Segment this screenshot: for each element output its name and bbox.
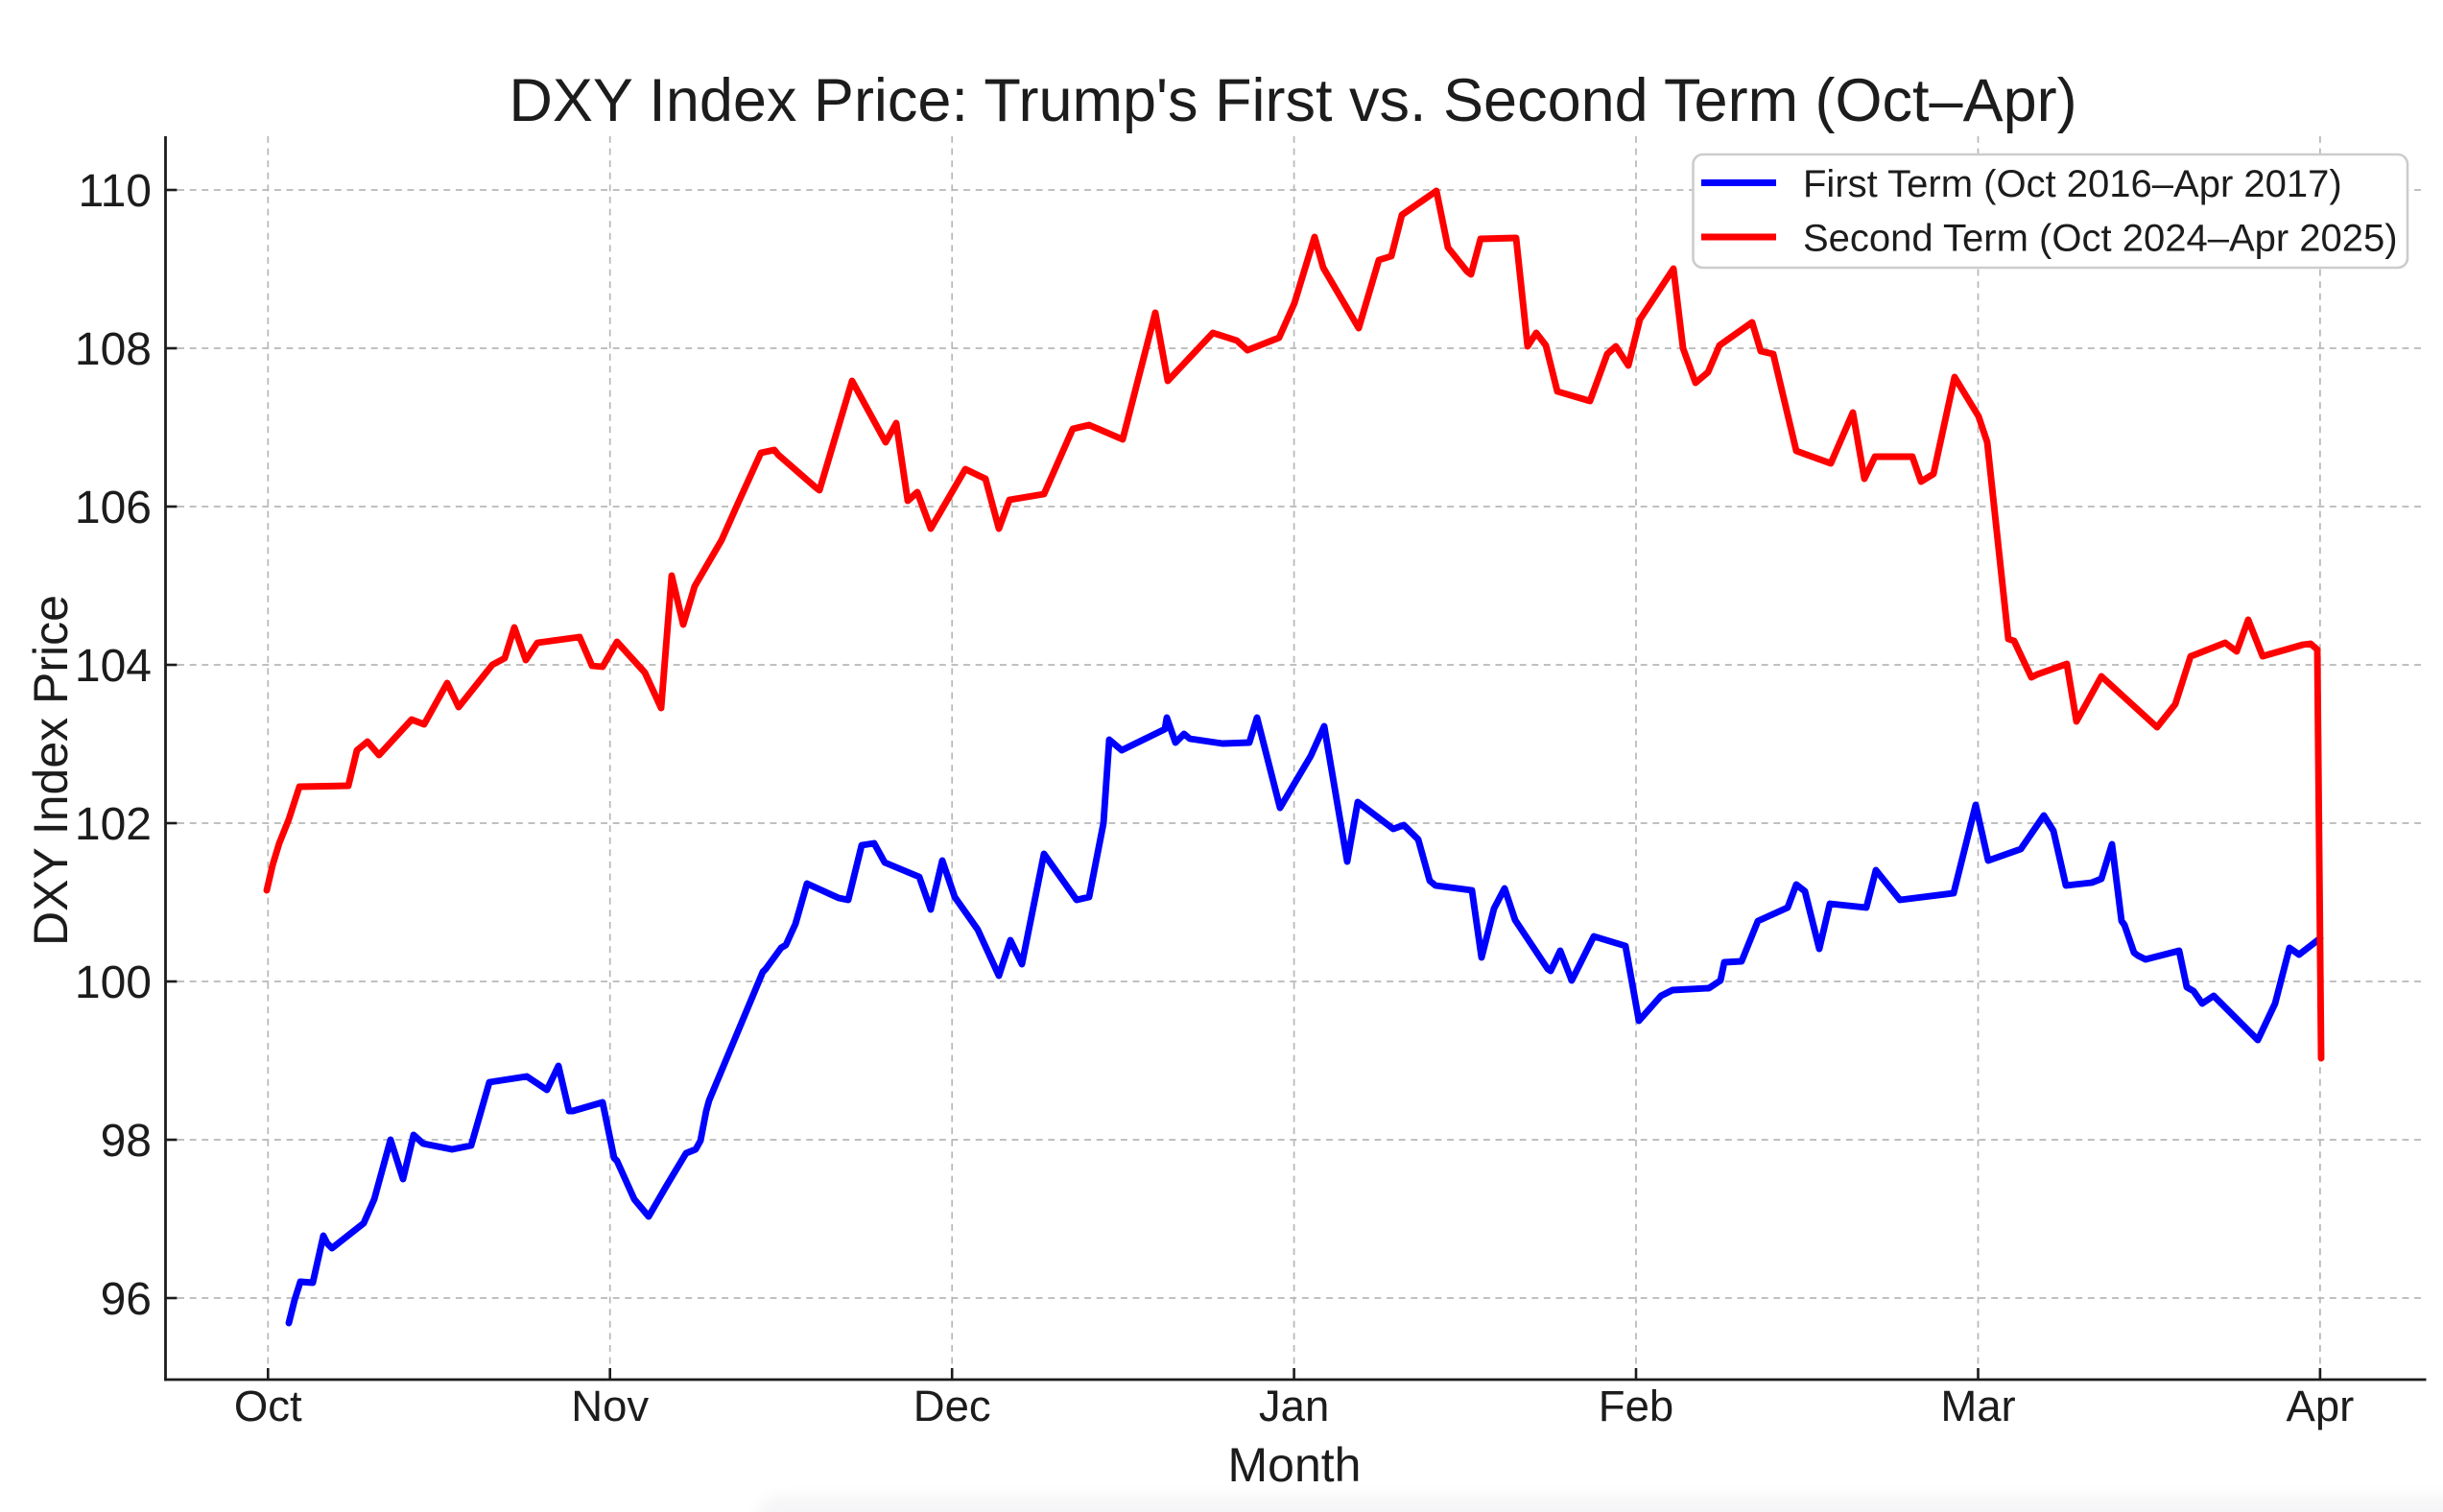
svg-text:96: 96 bbox=[101, 1274, 152, 1325]
svg-text:First Term (Oct 2016–Apr 2017): First Term (Oct 2016–Apr 2017) bbox=[1803, 163, 2342, 205]
svg-text:Nov: Nov bbox=[571, 1382, 649, 1430]
svg-text:Dec: Dec bbox=[913, 1382, 991, 1430]
svg-text:Mar: Mar bbox=[1940, 1382, 2015, 1430]
svg-text:98: 98 bbox=[101, 1116, 152, 1167]
svg-text:DXY Index Price: DXY Index Price bbox=[24, 595, 78, 946]
svg-text:Apr: Apr bbox=[2286, 1382, 2354, 1430]
svg-text:Jan: Jan bbox=[1259, 1382, 1329, 1430]
svg-text:Oct: Oct bbox=[234, 1382, 302, 1430]
svg-text:106: 106 bbox=[75, 483, 152, 533]
svg-text:DXY Index Price: Trump's First: DXY Index Price: Trump's First vs. Secon… bbox=[509, 67, 2076, 134]
svg-text:110: 110 bbox=[78, 166, 152, 217]
svg-text:100: 100 bbox=[75, 957, 152, 1008]
svg-text:Feb: Feb bbox=[1599, 1382, 1673, 1430]
svg-text:Second Term (Oct 2024–Apr 2025: Second Term (Oct 2024–Apr 2025) bbox=[1803, 218, 2398, 260]
svg-text:102: 102 bbox=[75, 799, 152, 850]
svg-text:Month: Month bbox=[1228, 1438, 1362, 1492]
svg-text:108: 108 bbox=[75, 324, 152, 375]
svg-text:104: 104 bbox=[75, 641, 152, 692]
